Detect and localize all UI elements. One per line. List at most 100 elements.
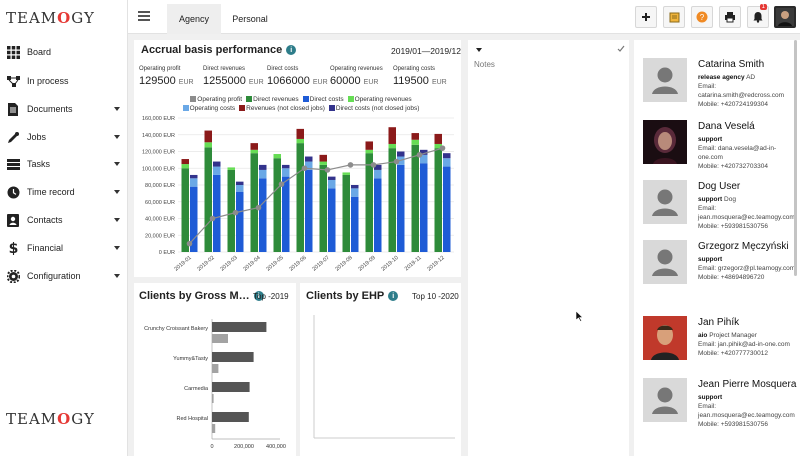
- gross-title-row: Clients by Gross M… i: [139, 290, 264, 302]
- bar-costs-not-closed: [397, 151, 405, 157]
- contact-email[interactable]: Email: jean.mosquera@ec.teamogy.com: [698, 205, 795, 221]
- kpi-label: Operating costs: [393, 66, 436, 72]
- notes-button[interactable]: [663, 6, 685, 28]
- legend-label: Direct costs (not closed jobs): [335, 105, 420, 112]
- sidebar-item-financial[interactable]: $ Financial: [0, 234, 128, 262]
- bar-revenues-not-closed: [434, 133, 442, 144]
- contact-mobile[interactable]: Mobile: +420724199304: [698, 101, 768, 108]
- bar-direct-revenues: [319, 164, 327, 252]
- avatar[interactable]: [643, 240, 687, 284]
- gross-bar: [212, 382, 250, 392]
- sidebar-item-time-record[interactable]: Time record: [0, 178, 128, 206]
- legend-item[interactable]: Direct revenues: [242, 96, 299, 103]
- avatar[interactable]: [643, 180, 687, 224]
- contact-name[interactable]: Grzegorz Męczyński: [698, 241, 789, 252]
- kpi-value: 1066000: [267, 75, 310, 87]
- contact-name[interactable]: Dana Veselá: [698, 121, 755, 132]
- tab-agency[interactable]: Agency: [167, 4, 221, 34]
- gross-category-label: Red Hospital: [177, 416, 209, 422]
- notes-collapse-icon[interactable]: [476, 48, 482, 52]
- contact-mobile[interactable]: Mobile: +593981530756: [698, 421, 768, 428]
- avatar[interactable]: [643, 58, 687, 102]
- profit-point: [278, 181, 285, 187]
- user-avatar[interactable]: [774, 6, 796, 28]
- legend-item[interactable]: Direct costs (not closed jobs): [325, 105, 419, 112]
- menu-icon[interactable]: [138, 11, 150, 21]
- gear-icon: [6, 269, 20, 283]
- contacts-scrollbar[interactable]: [794, 40, 797, 276]
- sidebar-item-label: Board: [27, 47, 52, 57]
- notifications-button[interactable]: 1: [747, 4, 769, 28]
- document-icon: [6, 102, 20, 116]
- contact-email[interactable]: Email: dana.vesela@ad-in-one.com: [698, 145, 777, 161]
- legend-item[interactable]: Direct costs: [299, 96, 344, 103]
- legend-swatch: [246, 96, 253, 103]
- sidebar-item-board[interactable]: Board: [0, 38, 128, 66]
- contact-mobile[interactable]: Mobile: +593981530756: [698, 223, 768, 230]
- contact-email[interactable]: Email: jean.mosquera@ec.teamogy.com: [698, 403, 795, 419]
- profit-point: [209, 215, 216, 222]
- avatar[interactable]: [643, 120, 687, 164]
- gross-filter[interactable]: Top -2019: [253, 292, 289, 301]
- gross-category-label: Crunchy Croissant Bakery: [144, 326, 208, 332]
- gross-x-tick: 400,000: [266, 444, 286, 450]
- tab-personal[interactable]: Personal: [232, 14, 268, 24]
- help-button[interactable]: ?: [691, 6, 713, 28]
- legend-item[interactable]: Operating profit: [186, 96, 242, 103]
- x-tick-label: 2019-11: [404, 255, 423, 272]
- kpi-value: 119500: [393, 75, 429, 87]
- sidebar-item-jobs[interactable]: Jobs: [0, 123, 128, 151]
- contact-email[interactable]: Email: jan.pihik@ad-in-one.com: [698, 341, 790, 348]
- bar-direct-costs: [351, 196, 359, 252]
- sidebar-item-tasks[interactable]: Tasks: [0, 150, 128, 178]
- info-icon-gross[interactable]: i: [253, 291, 264, 302]
- info-icon-ehp[interactable]: i: [388, 291, 399, 302]
- bar-direct-revenues: [365, 153, 373, 252]
- printer-icon: [725, 12, 735, 23]
- bar-costs-not-closed: [351, 185, 359, 189]
- contact-mobile[interactable]: Mobile: +48694896720: [698, 274, 765, 281]
- contact-email[interactable]: Email: grzegorz@pl.teamogy.com: [698, 265, 796, 272]
- gross-bar: [212, 412, 249, 422]
- bar-direct-costs: [443, 166, 451, 252]
- contact-name[interactable]: Jan Pihík: [698, 317, 740, 328]
- contact-name[interactable]: Jean Pierre Mosquera: [698, 379, 797, 390]
- kpi-direct-revenues: Direct revenues 1255000 EUR: [203, 66, 264, 87]
- sidebar-item-configuration[interactable]: Configuration: [0, 262, 128, 290]
- accrual-chart: 0 EUR 20,000 EUR 40,000 EUR 60,000 EUR 80,00…: [142, 116, 454, 273]
- notes-label[interactable]: Notes: [474, 60, 495, 69]
- bar-operating-revenues: [319, 161, 327, 165]
- contact-email[interactable]: Email: catarina.smith@redcross.com: [698, 83, 785, 99]
- ehp-filter[interactable]: Top 10 -2020: [412, 292, 459, 301]
- legend-label: Direct costs: [309, 96, 344, 103]
- avatar[interactable]: [643, 316, 687, 360]
- avatar[interactable]: [643, 378, 687, 422]
- bar-operating-revenues: [204, 142, 212, 148]
- legend-item[interactable]: Operating revenues: [344, 96, 412, 103]
- info-icon[interactable]: i: [286, 45, 297, 56]
- contact-mobile[interactable]: Mobile: +420777730012: [698, 350, 768, 357]
- sidebar-item-contacts[interactable]: Contacts: [0, 206, 128, 234]
- gross-category-label: Yummy&Tasty: [173, 356, 208, 362]
- bar-costs-not-closed: [190, 174, 198, 179]
- legend-item[interactable]: Revenues (not closed jobs): [235, 105, 325, 112]
- add-button[interactable]: [635, 6, 657, 28]
- chart-legend: Operating profit Direct revenues Direct co…: [136, 96, 462, 103]
- bar-costs-not-closed: [282, 164, 290, 169]
- bar-costs-not-closed: [420, 149, 428, 155]
- contact-name[interactable]: Dog User: [698, 181, 741, 192]
- sidebar-item-documents[interactable]: Documents: [0, 95, 128, 123]
- print-button[interactable]: [719, 6, 741, 28]
- sidebar-item-in-process[interactable]: In process: [0, 67, 128, 95]
- bar-direct-revenues: [342, 174, 350, 252]
- logo[interactable]: TEAM O GY: [6, 9, 95, 27]
- contact-name[interactable]: Catarina Smith: [698, 59, 765, 70]
- legend-item[interactable]: Operating costs: [179, 105, 235, 112]
- tasks-icon: [6, 157, 20, 171]
- ehp-chart: [313, 315, 455, 439]
- contact-mobile[interactable]: Mobile: +420732703304: [698, 163, 768, 170]
- check-icon[interactable]: [617, 45, 625, 53]
- accrual-period[interactable]: 2019/01—2019/12: [391, 46, 461, 56]
- notification-badge: 1: [759, 4, 767, 10]
- photo-icon: [643, 120, 687, 164]
